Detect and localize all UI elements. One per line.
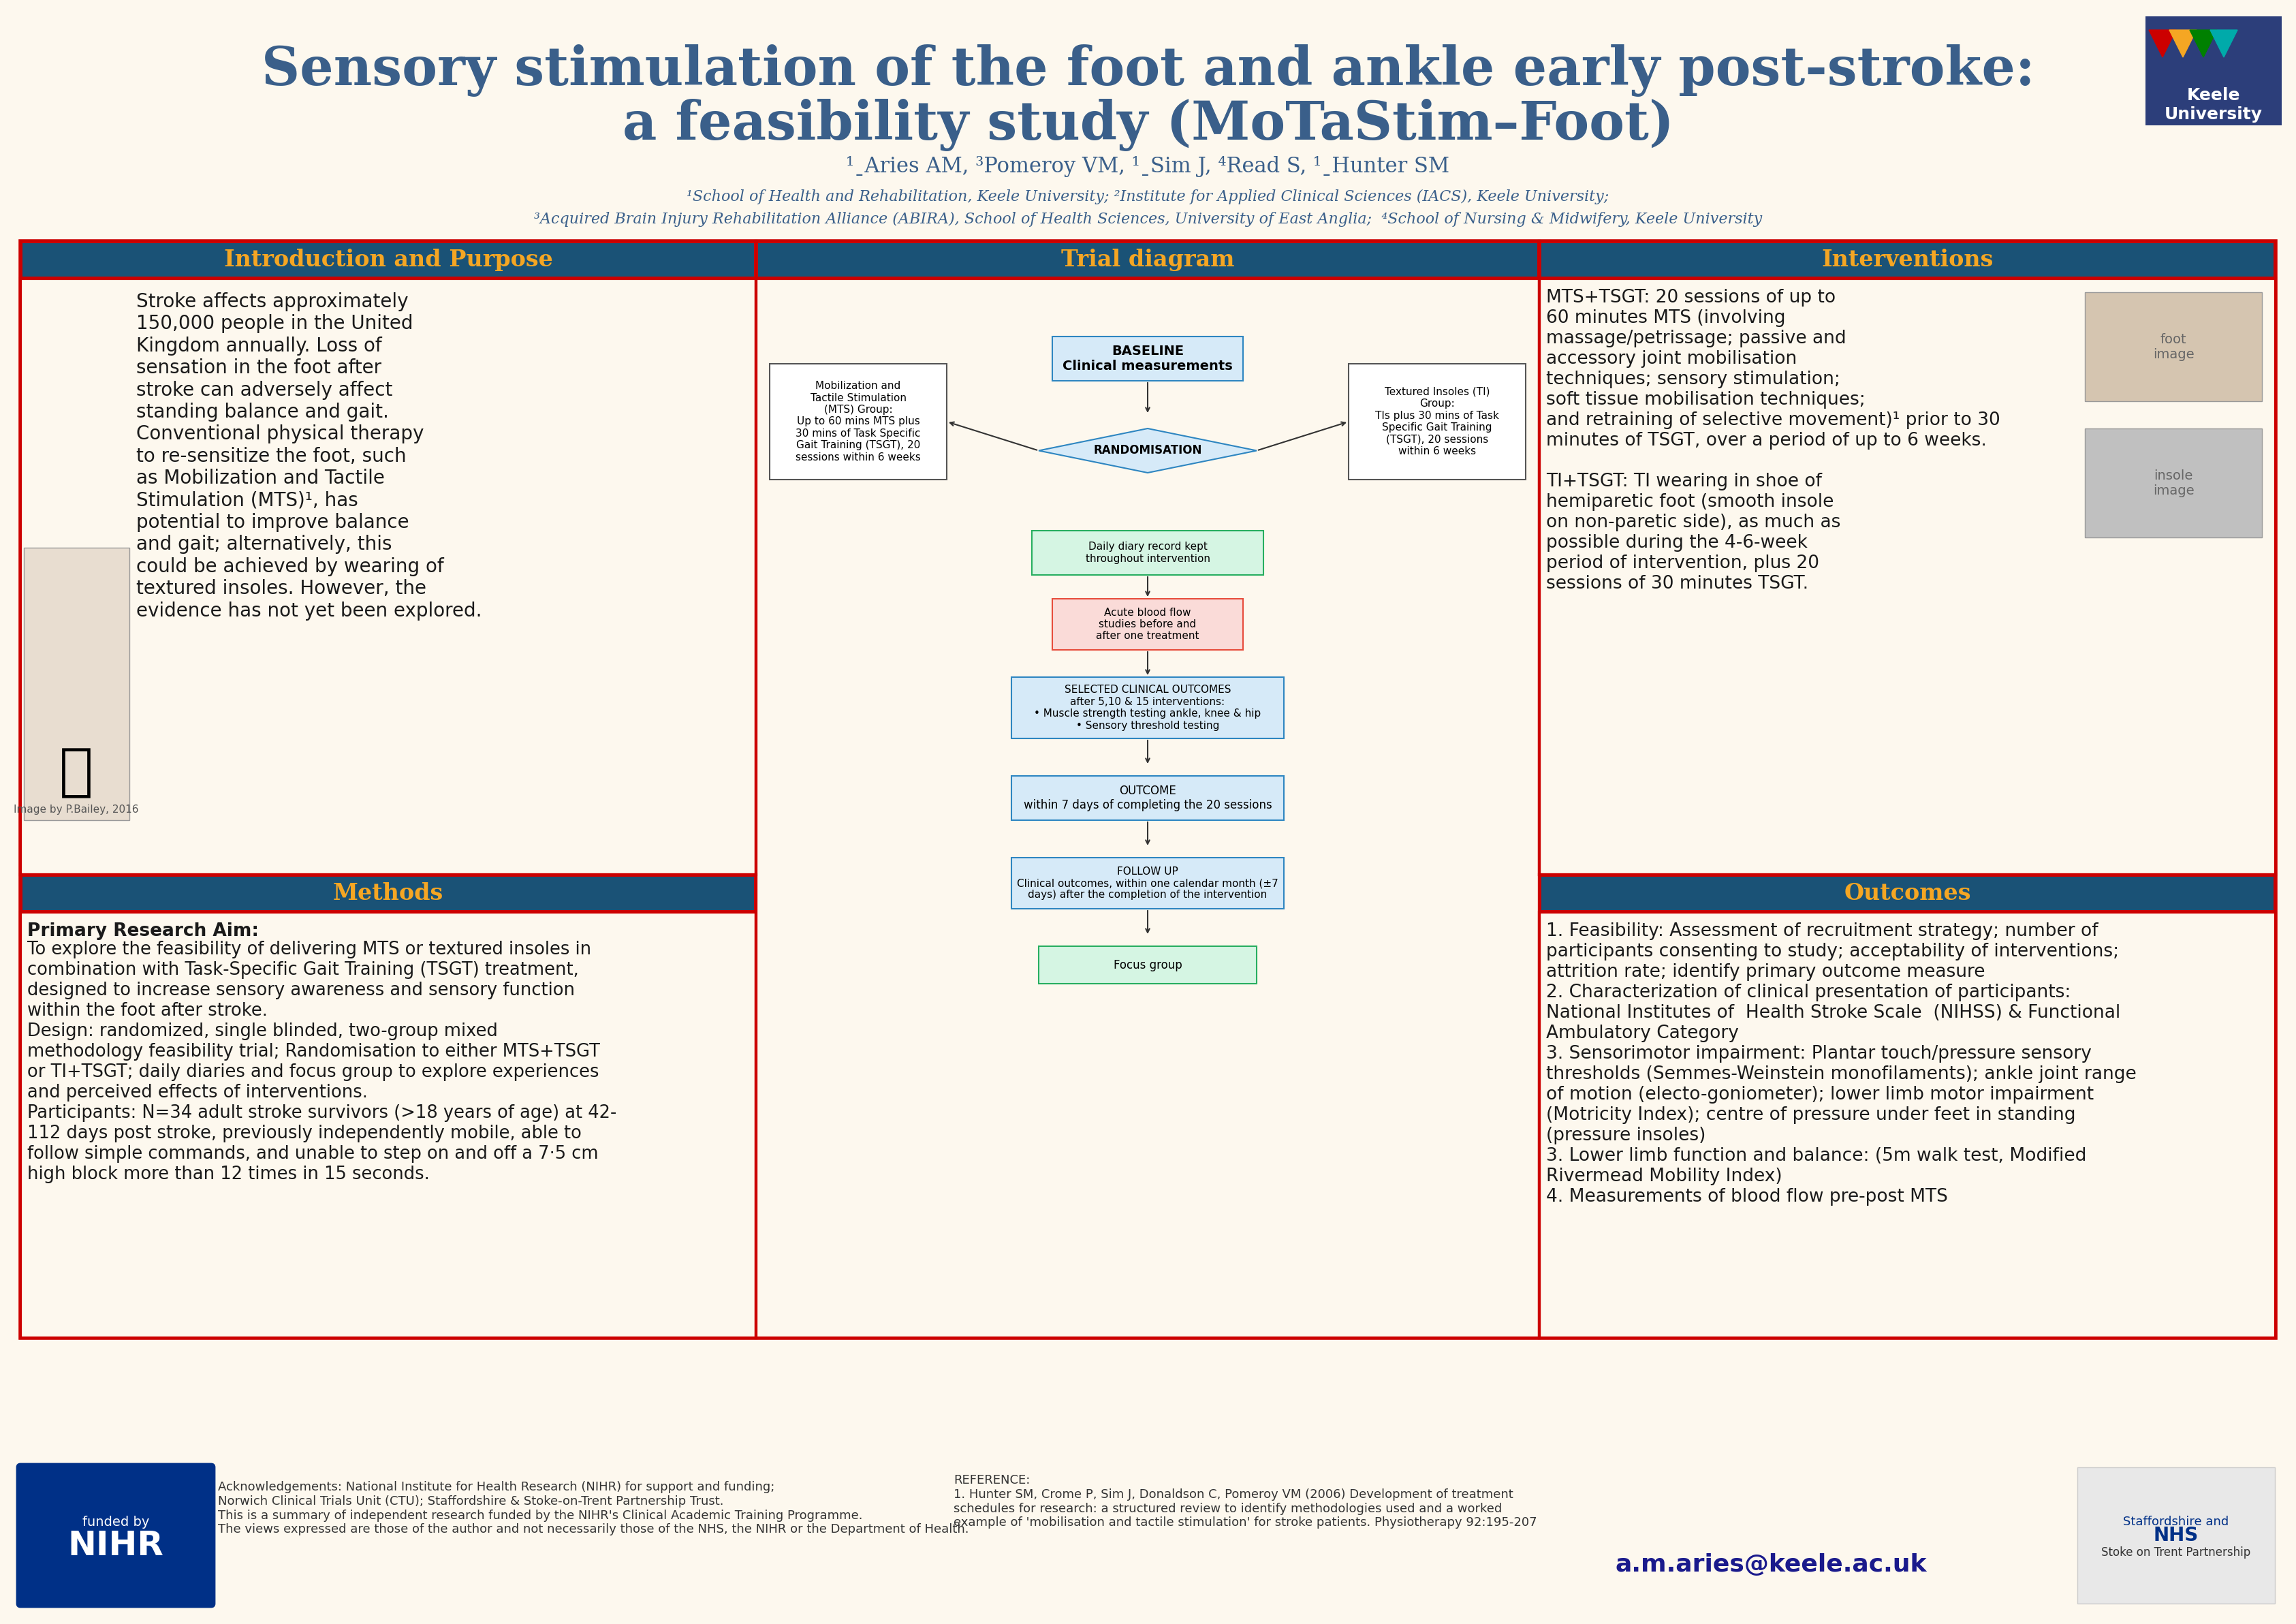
Polygon shape	[2149, 29, 2177, 57]
FancyBboxPatch shape	[769, 364, 946, 479]
Text: 1. Feasibility: Assessment of recruitment strategy; number of
participants conse: 1. Feasibility: Assessment of recruitmen…	[1545, 922, 2138, 1205]
Text: MTS+TSGT: 20 sessions of up to
60 minutes MTS (involving
massage/petrissage; pas: MTS+TSGT: 20 sessions of up to 60 minute…	[1545, 289, 2000, 593]
FancyBboxPatch shape	[755, 240, 1538, 279]
Polygon shape	[2190, 29, 2218, 57]
FancyBboxPatch shape	[1538, 240, 2275, 279]
Text: Trial diagram: Trial diagram	[1061, 248, 1235, 271]
FancyBboxPatch shape	[2144, 16, 2282, 125]
FancyBboxPatch shape	[1013, 857, 1283, 909]
Text: Sensory stimulation of the foot and ankle early post-stroke:: Sensory stimulation of the foot and ankl…	[262, 44, 2034, 97]
Text: 🦵: 🦵	[60, 745, 94, 801]
FancyBboxPatch shape	[21, 913, 755, 1338]
Text: Primary Research Aim:: Primary Research Aim:	[28, 922, 259, 940]
Text: NIHR: NIHR	[69, 1530, 163, 1562]
FancyBboxPatch shape	[1538, 875, 2275, 913]
FancyBboxPatch shape	[1052, 599, 1242, 650]
FancyBboxPatch shape	[16, 1463, 214, 1608]
Text: Daily diary record kept
throughout intervention: Daily diary record kept throughout inter…	[1086, 542, 1210, 564]
Text: ¹ˍAries AM, ³Pomeroy VM, ¹ˍSim J, ⁴Read S, ¹ˍHunter SM: ¹ˍAries AM, ³Pomeroy VM, ¹ˍSim J, ⁴Read …	[847, 156, 1449, 177]
Text: Introduction and Purpose: Introduction and Purpose	[223, 248, 553, 271]
Text: RANDOMISATION: RANDOMISATION	[1093, 445, 1201, 456]
Text: Focus group: Focus group	[1114, 958, 1182, 971]
FancyBboxPatch shape	[1541, 877, 2273, 909]
Text: NHS: NHS	[2154, 1527, 2200, 1544]
FancyBboxPatch shape	[755, 279, 1538, 1338]
FancyBboxPatch shape	[1031, 531, 1263, 575]
Text: a feasibility study (MoTaStim–Foot): a feasibility study (MoTaStim–Foot)	[622, 99, 1674, 151]
Text: FOLLOW UP
Clinical outcomes, within one calendar month (±7
days) after the compl: FOLLOW UP Clinical outcomes, within one …	[1017, 866, 1279, 900]
Text: Staffordshire and: Staffordshire and	[2124, 1515, 2229, 1528]
Text: Textured Insoles (TI)
Group:
TIs plus 30 mins of Task
Specific Gait Training
(TS: Textured Insoles (TI) Group: TIs plus 30…	[1375, 387, 1499, 456]
Text: funded by: funded by	[83, 1515, 149, 1528]
Text: OUTCOME
within 7 days of completing the 20 sessions: OUTCOME within 7 days of completing the …	[1024, 784, 1272, 812]
Text: Stroke affects approximately
150,000 people in the United
Kingdom annually. Loss: Stroke affects approximately 150,000 peo…	[135, 292, 482, 620]
Text: Methods: Methods	[333, 882, 443, 905]
FancyBboxPatch shape	[1538, 279, 2275, 875]
FancyBboxPatch shape	[23, 877, 753, 909]
Text: Outcomes: Outcomes	[1844, 882, 1970, 905]
FancyBboxPatch shape	[21, 875, 755, 913]
Text: BASELINE
Clinical measurements: BASELINE Clinical measurements	[1063, 344, 1233, 372]
FancyBboxPatch shape	[1052, 336, 1242, 380]
Text: SELECTED CLINICAL OUTCOMES
after 5,10 & 15 interventions:
• Muscle strength test: SELECTED CLINICAL OUTCOMES after 5,10 & …	[1033, 685, 1261, 731]
Text: Acute blood flow
studies before and
after one treatment: Acute blood flow studies before and afte…	[1095, 607, 1199, 641]
Text: a.m.aries@keele.ac.uk: a.m.aries@keele.ac.uk	[1614, 1553, 1926, 1577]
Text: ³Acquired Brain Injury Rehabilitation Alliance (ABIRA), School of Health Science: ³Acquired Brain Injury Rehabilitation Al…	[535, 211, 1761, 227]
Text: Acknowledgements: National Institute for Health Research (NIHR) for support and : Acknowledgements: National Institute for…	[218, 1481, 969, 1536]
FancyBboxPatch shape	[2078, 1468, 2275, 1603]
FancyBboxPatch shape	[21, 279, 755, 875]
Text: Interventions: Interventions	[1821, 248, 1993, 271]
FancyBboxPatch shape	[21, 240, 2275, 1338]
Text: Keele
University: Keele University	[2165, 88, 2262, 122]
FancyBboxPatch shape	[1013, 776, 1283, 820]
FancyBboxPatch shape	[1541, 244, 2273, 276]
Text: foot
image: foot image	[2154, 333, 2195, 361]
FancyBboxPatch shape	[2085, 292, 2262, 401]
Text: REFERENCE:
1. Hunter SM, Crome P, Sim J, Donaldson C, Pomeroy VM (2006) Developm: REFERENCE: 1. Hunter SM, Crome P, Sim J,…	[953, 1475, 1536, 1528]
FancyBboxPatch shape	[1013, 677, 1283, 739]
FancyBboxPatch shape	[2085, 429, 2262, 538]
FancyBboxPatch shape	[21, 240, 755, 279]
Text: Mobilization and
Tactile Stimulation
(MTS) Group:
Up to 60 mins MTS plus
30 mins: Mobilization and Tactile Stimulation (MT…	[797, 382, 921, 463]
Polygon shape	[2211, 29, 2236, 57]
Text: ¹School of Health and Rehabilitation, Keele University; ²Institute for Applied C: ¹School of Health and Rehabilitation, Ke…	[687, 190, 1609, 205]
FancyBboxPatch shape	[1038, 947, 1256, 984]
FancyBboxPatch shape	[758, 244, 1538, 276]
Text: Stoke on Trent Partnership: Stoke on Trent Partnership	[2101, 1546, 2250, 1559]
FancyBboxPatch shape	[1348, 364, 1525, 479]
FancyBboxPatch shape	[23, 547, 129, 820]
Polygon shape	[2170, 29, 2197, 57]
Text: Image by P.Bailey, 2016: Image by P.Bailey, 2016	[14, 806, 138, 815]
FancyBboxPatch shape	[23, 244, 753, 276]
Text: insole
image: insole image	[2154, 469, 2195, 497]
FancyBboxPatch shape	[1538, 913, 2275, 1338]
Text: To explore the feasibility of delivering MTS or textured insoles in
combination : To explore the feasibility of delivering…	[28, 940, 618, 1184]
Polygon shape	[1038, 429, 1256, 473]
